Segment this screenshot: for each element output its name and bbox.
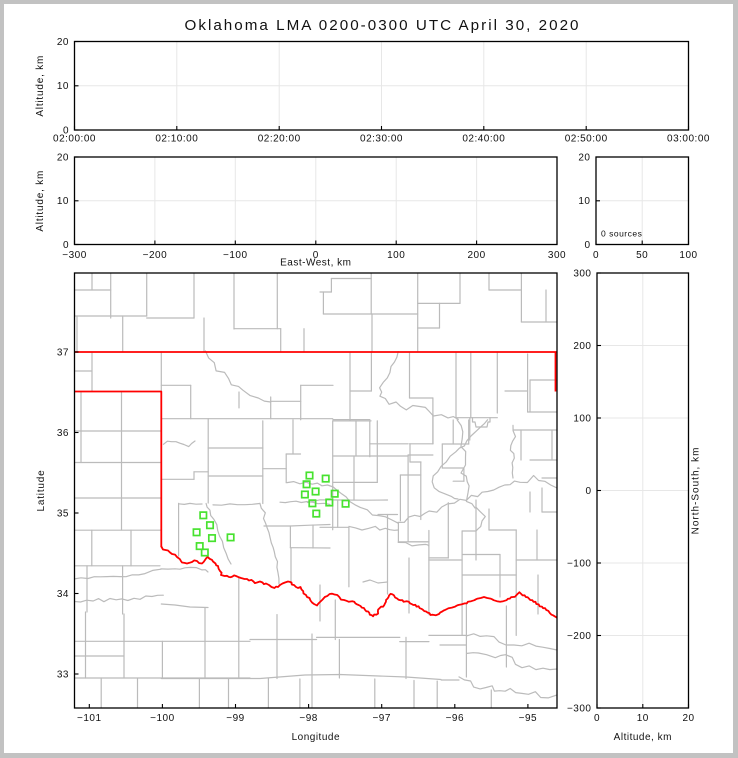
svg-text:34: 34 xyxy=(57,589,69,600)
svg-text:East-West, km: East-West, km xyxy=(280,258,351,269)
svg-text:−96: −96 xyxy=(446,713,464,724)
svg-text:100: 100 xyxy=(679,250,697,261)
svg-text:50: 50 xyxy=(636,250,648,261)
svg-text:20: 20 xyxy=(57,37,69,48)
svg-text:0: 0 xyxy=(593,250,599,261)
svg-text:20: 20 xyxy=(57,153,69,164)
svg-text:−300: −300 xyxy=(62,250,87,261)
svg-text:36: 36 xyxy=(57,428,69,439)
svg-text:−200: −200 xyxy=(567,631,592,642)
svg-text:−200: −200 xyxy=(143,250,168,261)
svg-text:200: 200 xyxy=(468,250,486,261)
svg-text:Altitude, km: Altitude, km xyxy=(614,732,672,743)
svg-text:300: 300 xyxy=(573,269,591,280)
svg-text:−97: −97 xyxy=(372,713,390,724)
svg-text:10: 10 xyxy=(578,196,590,207)
svg-text:10: 10 xyxy=(57,81,69,92)
svg-text:−100: −100 xyxy=(223,250,248,261)
svg-text:−300: −300 xyxy=(567,704,592,715)
svg-text:−95: −95 xyxy=(519,713,537,724)
svg-text:100: 100 xyxy=(573,414,591,425)
svg-text:−100: −100 xyxy=(150,713,175,724)
svg-text:33: 33 xyxy=(57,670,69,681)
svg-text:−100: −100 xyxy=(567,559,592,570)
svg-text:Latitude: Latitude xyxy=(36,470,47,512)
svg-text:0: 0 xyxy=(313,250,319,261)
svg-text:Longitude: Longitude xyxy=(292,732,340,743)
svg-text:Altitude, km: Altitude, km xyxy=(35,170,46,232)
svg-text:10: 10 xyxy=(57,196,69,207)
svg-text:20: 20 xyxy=(682,713,694,724)
svg-text:02:40:00: 02:40:00 xyxy=(462,134,505,145)
svg-text:100: 100 xyxy=(387,250,405,261)
svg-text:200: 200 xyxy=(573,341,591,352)
svg-text:0 sources: 0 sources xyxy=(601,229,642,239)
svg-text:300: 300 xyxy=(548,250,566,261)
svg-text:03:00:00: 03:00:00 xyxy=(667,134,710,145)
svg-text:37: 37 xyxy=(57,348,69,359)
svg-text:02:30:00: 02:30:00 xyxy=(360,134,403,145)
svg-text:02:10:00: 02:10:00 xyxy=(155,134,198,145)
svg-text:Altitude, km: Altitude, km xyxy=(35,55,46,117)
svg-text:0: 0 xyxy=(63,240,69,251)
svg-text:02:00:00: 02:00:00 xyxy=(53,134,96,145)
svg-text:10: 10 xyxy=(637,713,649,724)
svg-text:0: 0 xyxy=(594,713,600,724)
svg-text:0: 0 xyxy=(584,240,590,251)
svg-text:−101: −101 xyxy=(77,713,102,724)
svg-text:0: 0 xyxy=(585,486,591,497)
svg-text:20: 20 xyxy=(578,153,590,164)
svg-text:02:50:00: 02:50:00 xyxy=(565,134,608,145)
svg-text:35: 35 xyxy=(57,509,69,520)
svg-text:−99: −99 xyxy=(226,713,244,724)
svg-text:−98: −98 xyxy=(299,713,317,724)
svg-text:0: 0 xyxy=(63,126,69,137)
svg-text:02:20:00: 02:20:00 xyxy=(258,134,301,145)
svg-text:North-South, km: North-South, km xyxy=(691,447,702,535)
